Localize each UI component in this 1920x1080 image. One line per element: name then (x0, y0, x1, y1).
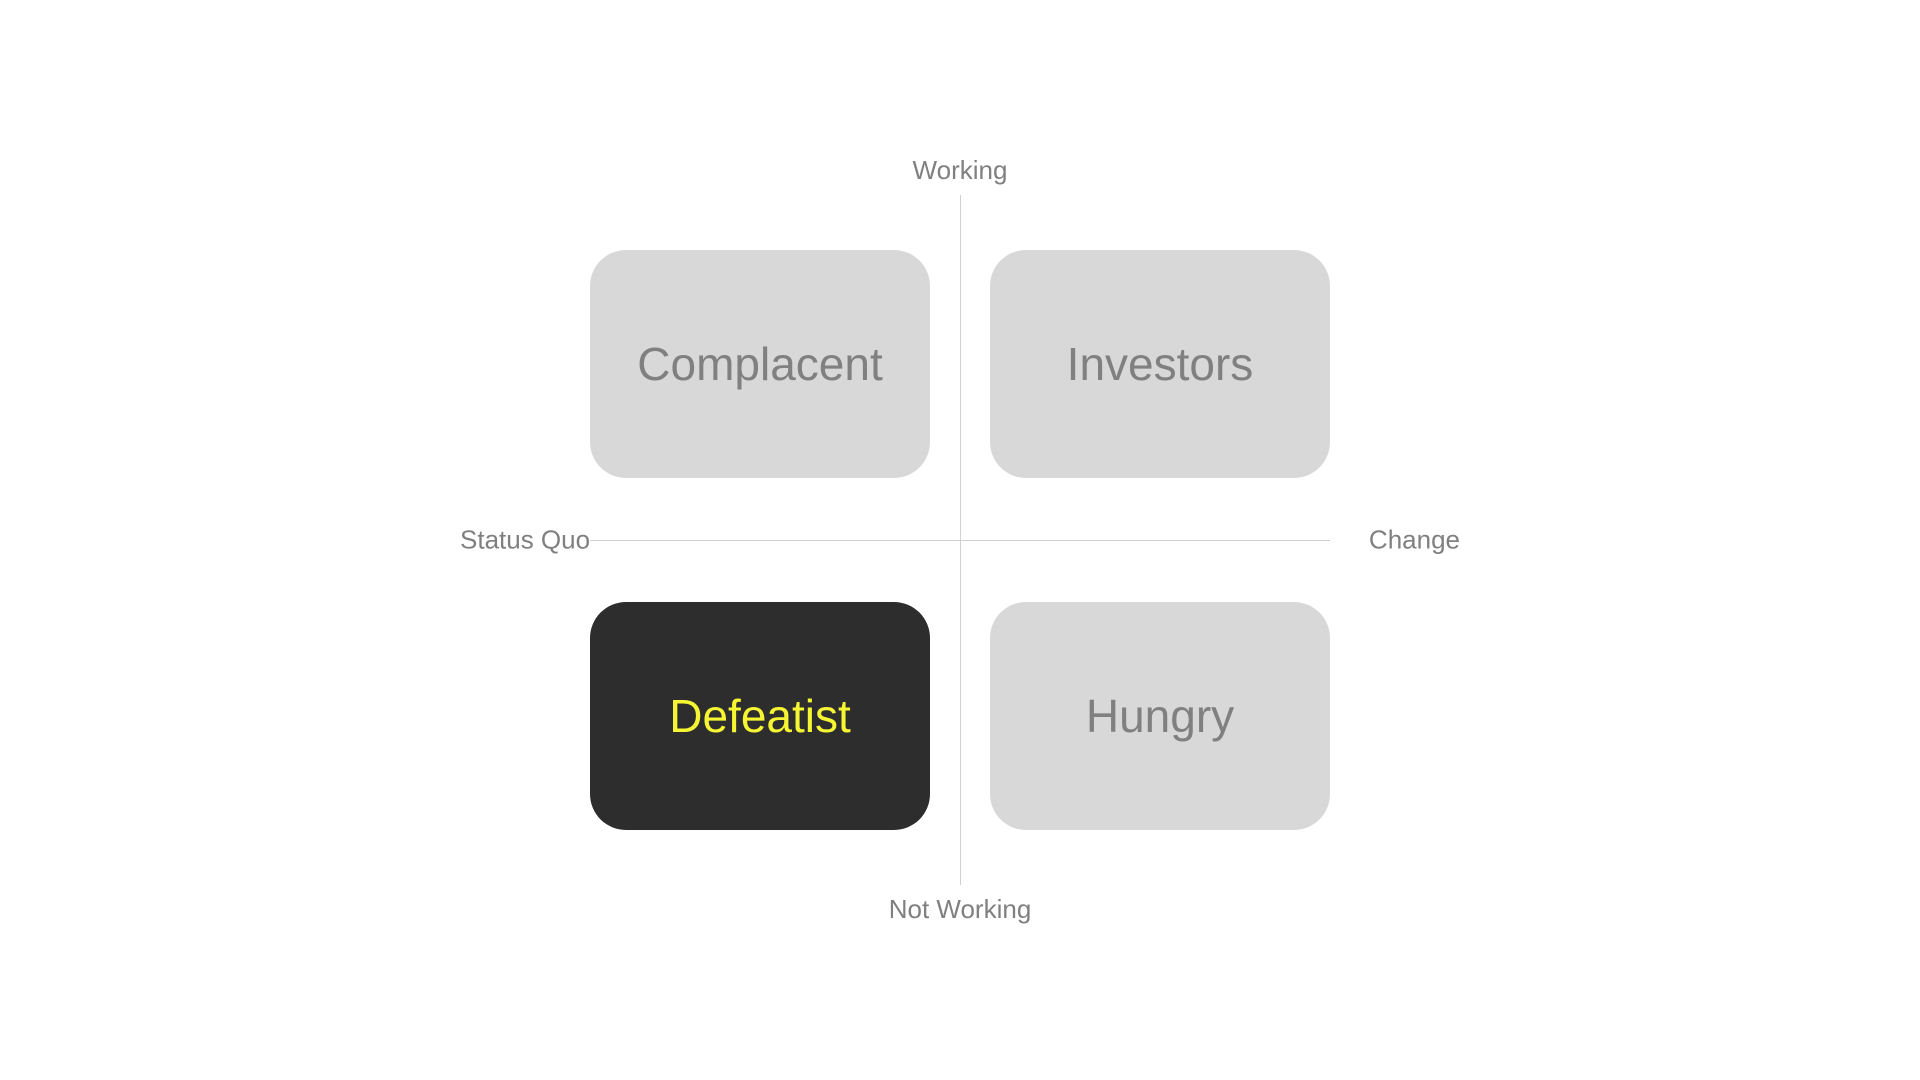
quadrant-matrix: Working Not Working Status Quo Change Co… (560, 155, 1360, 925)
axis-label-right: Change (1369, 525, 1460, 556)
vertical-axis-line (960, 195, 961, 885)
quadrant-bottom-right: Hungry (990, 602, 1330, 830)
quadrant-label: Complacent (637, 337, 882, 391)
axis-label-left: Status Quo (460, 525, 590, 556)
quadrant-bottom-left: Defeatist (590, 602, 930, 830)
quadrant-top-right: Investors (990, 250, 1330, 478)
quadrant-label: Hungry (1086, 689, 1234, 743)
quadrant-label: Defeatist (669, 689, 851, 743)
axis-label-bottom: Not Working (889, 894, 1032, 925)
quadrant-top-left: Complacent (590, 250, 930, 478)
quadrant-label: Investors (1067, 337, 1254, 391)
axis-label-top: Working (913, 155, 1008, 186)
